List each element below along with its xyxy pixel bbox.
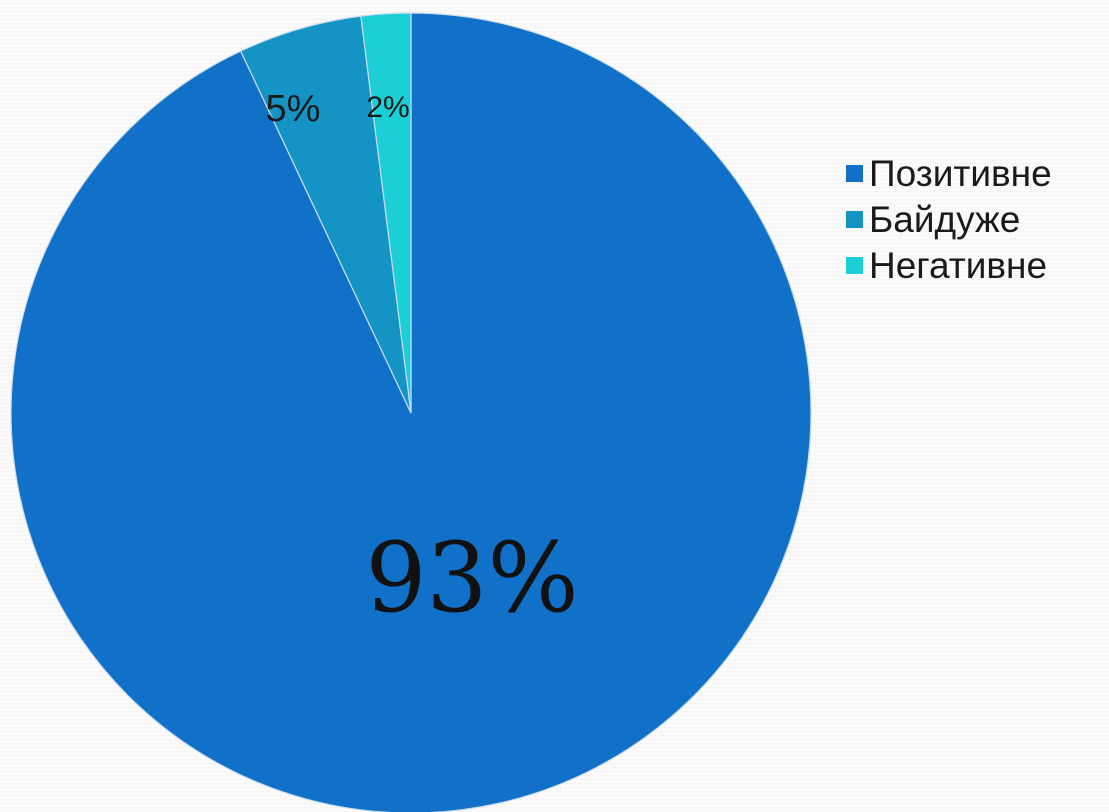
legend-swatch-positive [846,164,863,182]
data-label-negative: 2% [366,91,409,124]
legend-swatch-negative [846,256,863,274]
legend-item-negative: Негативне [846,242,1052,288]
legend-item-positive: Позитивне [846,150,1052,196]
legend-label-positive: Позитивне [869,152,1052,194]
pie-data-labels: 93% 5% 2% [266,88,579,634]
data-label-positive: 93% [365,522,578,634]
legend-label-indifferent: Байдуже [869,198,1021,240]
pie-slices [10,12,812,812]
legend: Позитивне Байдуже Негативне [846,150,1052,288]
legend-swatch-indifferent [846,210,863,228]
legend-label-negative: Негативне [869,244,1048,286]
data-label-indifferent: 5% [266,88,321,130]
legend-item-indifferent: Байдуже [846,196,1052,242]
pie-slice-negative [360,12,412,414]
